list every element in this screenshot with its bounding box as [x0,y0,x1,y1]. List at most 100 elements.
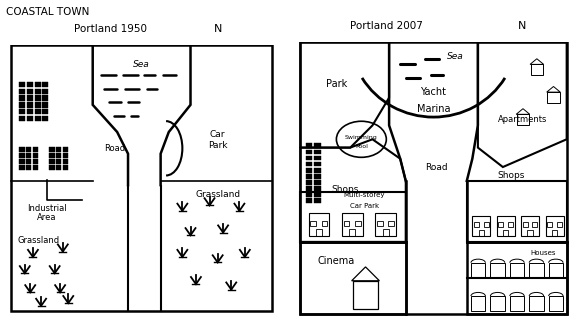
Text: N: N [213,24,222,34]
Text: Industrial: Industrial [27,204,66,213]
Bar [301,242,406,314]
Bar [26,153,31,158]
Bar [508,222,513,227]
Bar [35,116,40,121]
Text: Car
Park: Car Park [208,130,227,150]
Bar [484,222,488,227]
Bar [497,216,515,237]
Bar [314,192,321,197]
Bar [306,149,312,154]
Bar [20,109,25,114]
Text: Portland 2007: Portland 2007 [350,20,423,30]
Bar [314,156,321,160]
Bar [42,102,48,108]
Bar [342,213,363,237]
Bar [479,230,484,237]
Bar [49,159,54,164]
Bar [474,222,479,227]
Bar [517,114,529,125]
Text: Grassland: Grassland [17,236,60,245]
Bar [529,263,544,278]
Bar [20,95,25,101]
Bar [33,153,38,158]
Bar [27,116,33,121]
Bar [531,64,543,75]
Bar [388,220,394,226]
Bar [547,92,560,103]
Bar [549,263,563,278]
Bar [56,165,61,170]
Bar [42,82,48,87]
Bar [510,296,524,311]
Text: Area: Area [37,213,56,222]
Bar [490,296,505,311]
Bar [27,109,33,114]
Bar [306,180,312,185]
Bar [20,89,25,94]
Bar [349,229,355,237]
Text: Houses: Houses [530,250,555,256]
Text: Road: Road [425,162,447,172]
Bar [306,174,312,179]
Bar [49,153,54,158]
Bar [33,165,38,170]
Bar [42,116,48,121]
Bar [306,143,312,148]
Bar [20,102,25,108]
Bar [314,168,321,173]
Text: Shops: Shops [331,185,358,194]
Text: COASTAL TOWN: COASTAL TOWN [6,7,89,17]
Bar [306,198,312,203]
Bar [383,229,389,237]
Bar [549,296,563,311]
Bar [20,147,25,152]
Bar [56,153,61,158]
Bar [20,116,25,121]
Bar [310,220,316,226]
Bar [471,263,486,278]
Bar [35,89,40,94]
Bar [375,213,396,237]
Bar [306,186,312,191]
Bar [42,89,48,94]
Bar [27,95,33,101]
Bar [546,216,564,237]
Bar [510,263,524,278]
Bar [314,180,321,185]
Bar [377,220,383,226]
Bar [306,156,312,160]
Bar [306,192,312,197]
Bar [355,220,361,226]
Bar [314,162,321,166]
Bar [353,281,378,309]
Bar [20,82,25,87]
Bar [467,181,566,242]
Bar [63,159,68,164]
Text: Marina: Marina [417,104,450,114]
Bar [306,162,312,166]
Bar [306,168,312,173]
Text: Portland 1950: Portland 1950 [74,24,147,34]
Bar [33,147,38,152]
Bar [26,159,31,164]
Text: Grassland: Grassland [195,190,240,199]
Bar [56,147,61,152]
Bar [471,296,486,311]
Bar [35,95,40,101]
Text: Multi-storey: Multi-storey [343,192,385,198]
Bar [35,109,40,114]
Bar [557,222,562,227]
Text: Swimming: Swimming [345,135,378,140]
Text: Apartments: Apartments [498,115,547,124]
Bar [27,102,33,108]
Bar [532,222,538,227]
Bar [521,216,539,237]
Bar [321,220,327,226]
Bar [27,89,33,94]
Text: Pool: Pool [355,144,368,149]
Bar [529,296,544,311]
Bar [33,159,38,164]
Bar [301,192,406,242]
Bar [42,109,48,114]
Text: Shops: Shops [498,171,525,180]
